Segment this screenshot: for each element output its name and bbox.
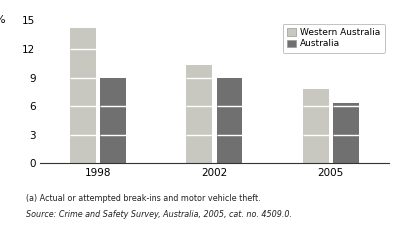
- Bar: [333, 103, 359, 163]
- Text: Source: Crime and Safety Survey, Australia, 2005, cat. no. 4509.0.: Source: Crime and Safety Survey, Austral…: [26, 210, 292, 219]
- Bar: [70, 28, 96, 163]
- Bar: [187, 65, 212, 163]
- Bar: [100, 78, 126, 163]
- Text: %: %: [0, 15, 5, 25]
- Bar: [303, 89, 328, 163]
- Legend: Western Australia, Australia: Western Australia, Australia: [283, 24, 385, 53]
- Text: (a) Actual or attempted break-ins and motor vehicle theft.: (a) Actual or attempted break-ins and mo…: [26, 194, 260, 203]
- Bar: [217, 78, 242, 163]
